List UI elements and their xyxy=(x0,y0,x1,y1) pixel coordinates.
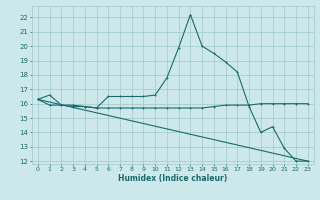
X-axis label: Humidex (Indice chaleur): Humidex (Indice chaleur) xyxy=(118,174,228,183)
